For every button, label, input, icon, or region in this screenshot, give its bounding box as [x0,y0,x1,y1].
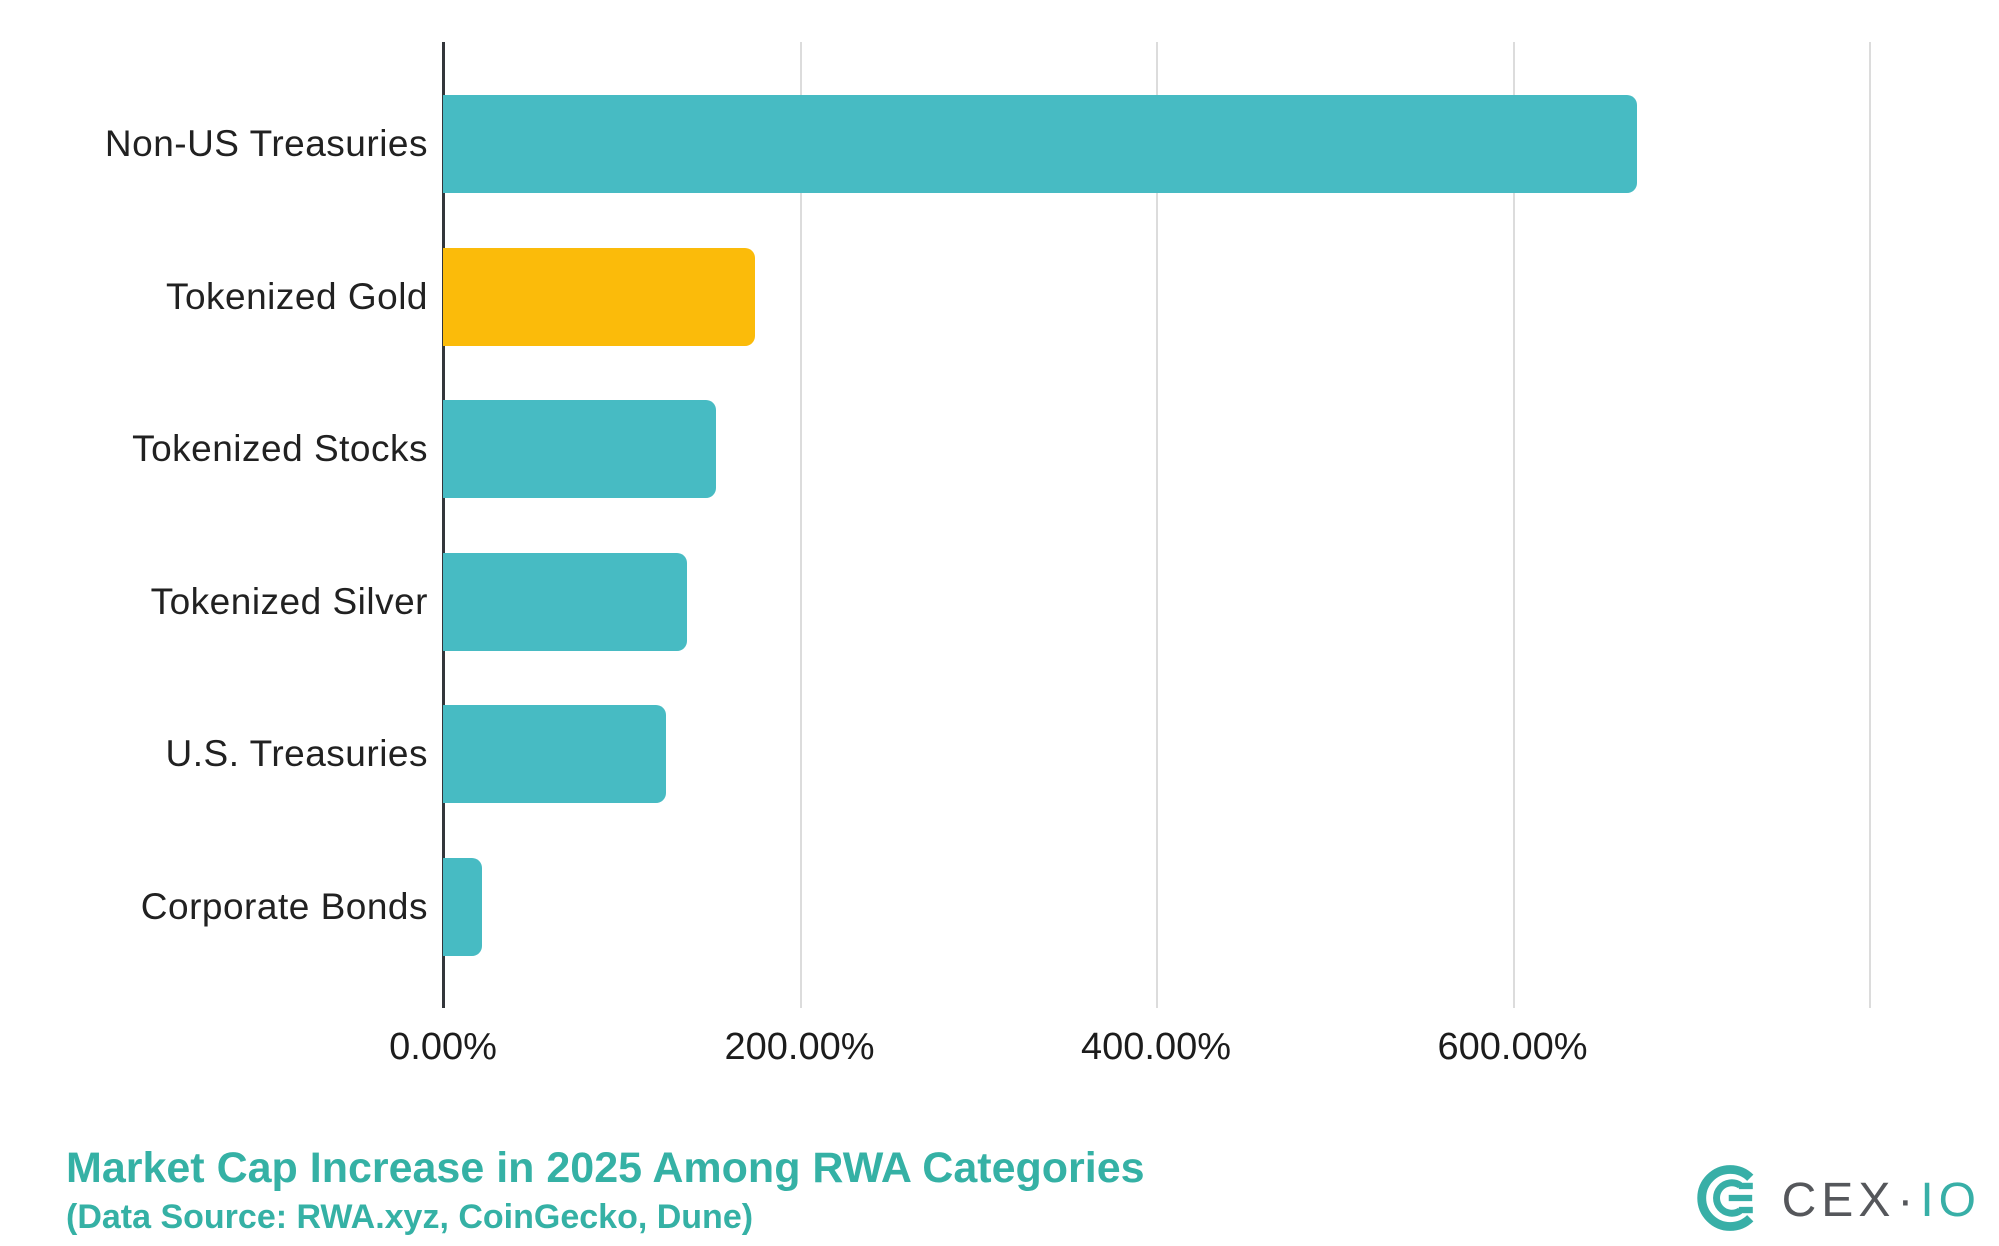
bar-tokenized-gold [443,247,755,346]
x-tick-400: 400.00% [1080,1026,1231,1068]
x-tick-200: 200.00% [724,1026,875,1068]
bar-corporate-bonds [443,858,483,956]
bar-non-us-treasuries [443,95,1638,193]
chart-title: Market Cap Increase in 2025 Among RWA Ca… [66,1144,1145,1192]
logo-text-cex: CEX [1781,1174,1896,1227]
category-label-tokenized-stocks: Tokenized Stocks [132,428,428,470]
logo-text-io: IO [1920,1174,1981,1227]
gridline-600 [1512,42,1515,1008]
bar-tokenized-stocks [443,400,716,499]
logo-text-dot: · [1897,1174,1919,1227]
plot-area [442,42,1871,1008]
y-axis-line [442,42,445,1008]
gridline-200 [799,42,802,1008]
cexio-logo-text: CEX · IO [1782,1173,1981,1228]
category-label-tokenized-gold: Tokenized Gold [165,275,428,317]
x-tick-600: 600.00% [1437,1026,1588,1068]
category-label-corporate-bonds: Corporate Bonds [140,886,428,927]
chart-subtitle: (Data Source: RWA.xyz, CoinGecko, Dune) [66,1198,754,1236]
cexio-logo-icon [1692,1160,1768,1241]
category-label-non-us-treasuries: Non-US Treasuries [104,123,428,164]
bar-u-s-treasuries [443,705,666,804]
cexio-logo: CEX · IO [1692,1160,1981,1241]
bar-tokenized-silver [443,552,688,651]
gridline-800 [1869,42,1871,1008]
gridline-400 [1156,42,1158,1008]
category-label-u-s-treasuries: U.S. Treasuries [165,733,428,775]
x-tick-0: 0.00% [389,1026,497,1068]
category-label-tokenized-silver: Tokenized Silver [150,580,428,622]
